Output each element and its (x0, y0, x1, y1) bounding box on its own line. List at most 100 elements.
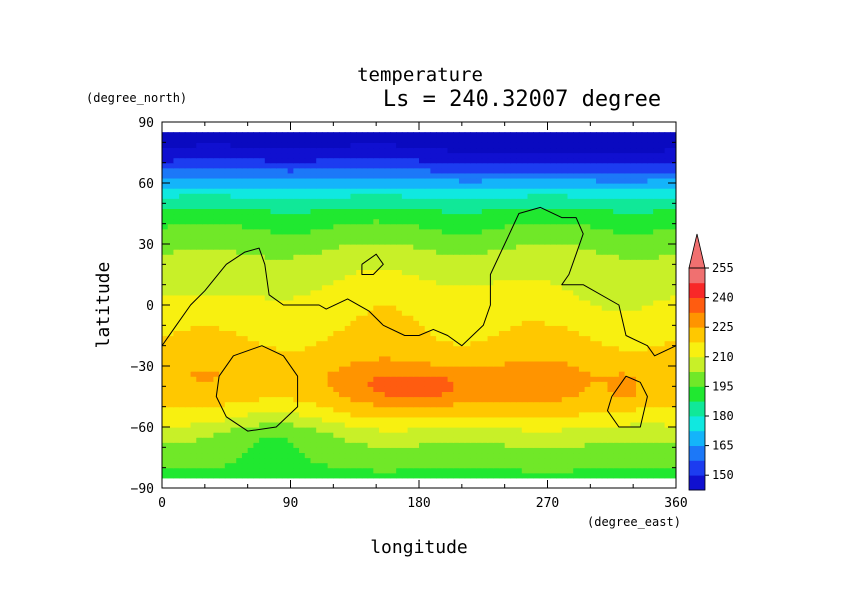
field-cell (624, 457, 631, 464)
field-cell (516, 411, 523, 418)
field-cell (413, 406, 420, 413)
field-cell (430, 396, 437, 403)
field-cell (630, 213, 637, 220)
field-cell (230, 325, 237, 332)
field-cell (310, 401, 317, 408)
field-cell (390, 203, 397, 210)
field-cell (573, 233, 580, 240)
field-cell (344, 411, 352, 418)
field-cell (327, 432, 334, 438)
field-cell (601, 320, 609, 326)
field-cell (321, 223, 329, 230)
field-cell (538, 249, 546, 255)
field-cell (173, 437, 180, 443)
field-cell (259, 447, 266, 454)
field-cell (504, 442, 511, 448)
field-cell (498, 391, 506, 398)
field-cell (356, 345, 363, 352)
field-cell (373, 432, 380, 438)
field-cell (670, 452, 676, 459)
field-cell (207, 254, 214, 260)
field-cell (447, 198, 454, 204)
field-cell (287, 366, 294, 372)
field-cell (179, 244, 186, 250)
field-cell (276, 472, 283, 479)
field-cell (350, 269, 357, 276)
field-cell (527, 416, 534, 423)
field-cell (504, 264, 511, 271)
field-cell (287, 299, 294, 306)
field-cell (664, 406, 671, 413)
field-cell (413, 254, 420, 260)
field-cell (533, 264, 540, 271)
field-cell (213, 411, 220, 418)
field-cell (590, 462, 597, 469)
field-cell (550, 223, 557, 230)
field-cell (561, 244, 569, 250)
field-cell (630, 233, 637, 240)
field-cell (498, 442, 506, 448)
field-cell (481, 203, 489, 210)
field-cell (401, 386, 409, 393)
field-cell (521, 467, 529, 474)
field-cell (578, 238, 586, 245)
field-cell (641, 406, 649, 413)
field-cell (430, 208, 437, 215)
field-cell (361, 447, 369, 454)
field-cell (184, 366, 192, 372)
field-cell (339, 244, 346, 250)
field-cell (350, 371, 357, 377)
field-cell (287, 442, 294, 448)
field-cell (538, 467, 546, 474)
field-cell (653, 208, 660, 215)
field-cell (241, 228, 249, 235)
field-cell (167, 391, 175, 398)
field-cell (510, 462, 517, 469)
field-cell (464, 457, 471, 464)
field-cell (213, 416, 220, 423)
field-cell (407, 371, 414, 377)
field-cell (179, 462, 186, 469)
field-cell (618, 330, 626, 337)
field-cell (304, 310, 312, 316)
field-cell (647, 264, 654, 271)
field-cell (236, 472, 243, 479)
field-cell (270, 350, 277, 357)
field-cell (356, 279, 363, 286)
field-cell (578, 259, 586, 265)
field-cell (613, 254, 620, 260)
field-cell (396, 259, 403, 265)
field-cell (344, 391, 352, 398)
field-cell (344, 386, 352, 393)
field-cell (447, 284, 454, 291)
field-cell (624, 228, 631, 235)
field-cell (207, 289, 214, 296)
field-cell (653, 259, 660, 265)
field-cell (487, 386, 494, 393)
field-cell (561, 325, 569, 332)
field-cell (624, 360, 631, 367)
field-cell (618, 472, 626, 479)
field-cell (173, 279, 180, 286)
field-cell (264, 213, 272, 220)
field-cell (201, 366, 209, 372)
field-cell (287, 233, 294, 240)
field-cell (419, 416, 426, 423)
field-cell (521, 396, 529, 403)
field-cell (504, 279, 511, 286)
field-cell (447, 315, 454, 321)
field-cell (481, 254, 489, 260)
field-cell (584, 254, 591, 260)
field-cell (310, 320, 317, 326)
field-cell (493, 249, 500, 255)
field-cell (350, 457, 357, 464)
field-cell (476, 442, 483, 448)
field-cell (464, 447, 471, 454)
field-cell (184, 340, 192, 347)
field-cell (436, 254, 443, 260)
field-cell (670, 233, 676, 240)
field-cell (453, 330, 460, 337)
field-cell (196, 198, 203, 204)
field-cell (618, 213, 626, 220)
field-cell (162, 269, 169, 276)
